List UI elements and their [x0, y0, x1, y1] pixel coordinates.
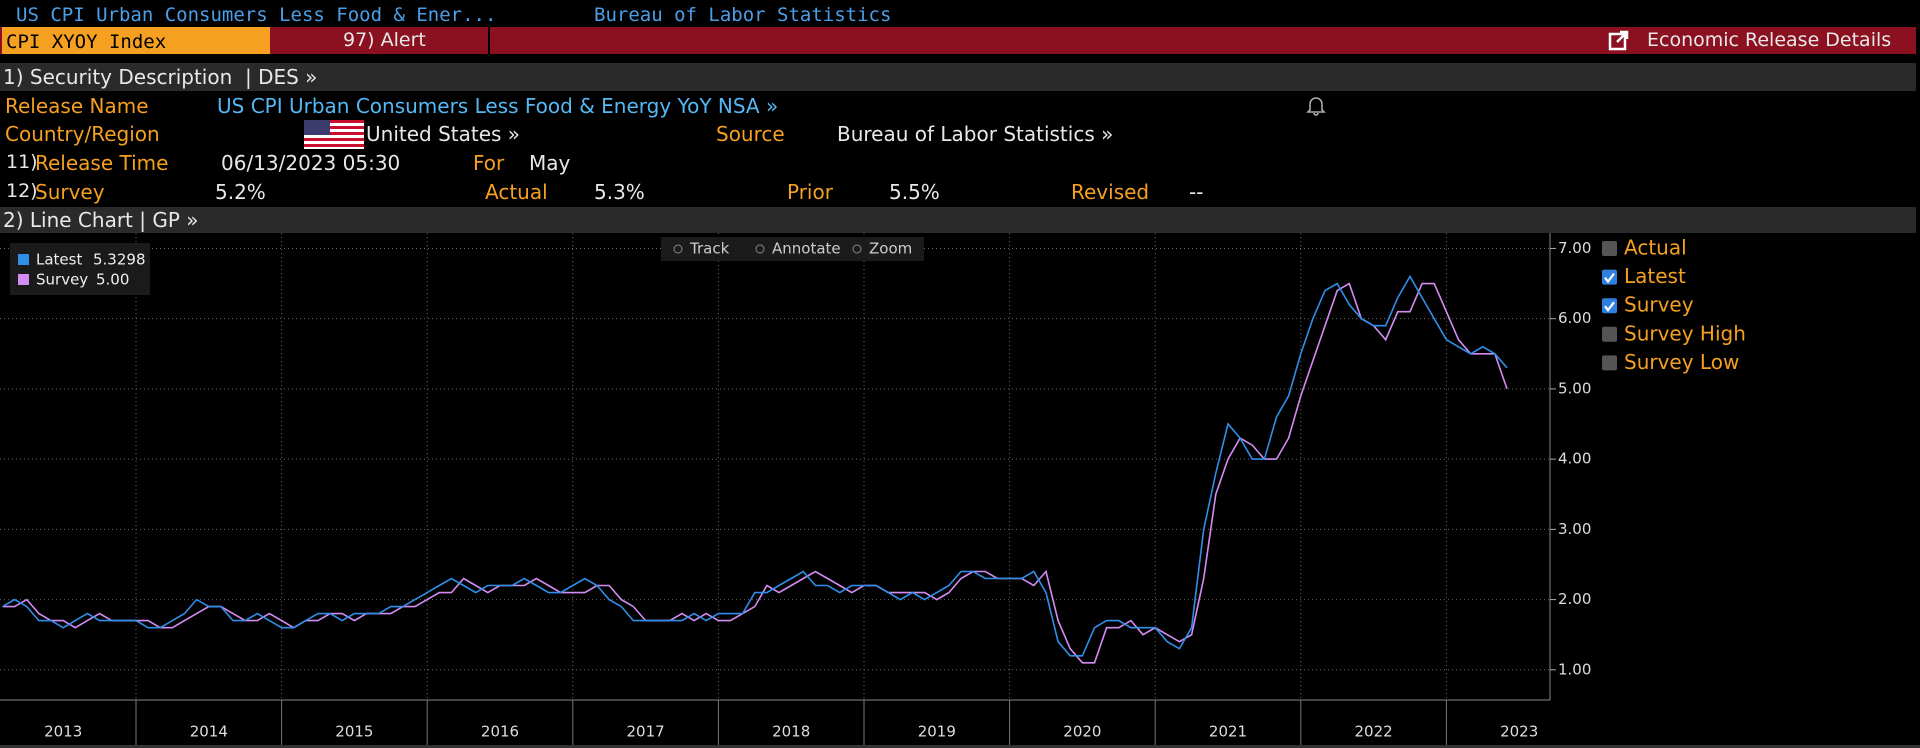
legend-item[interactable]: Survey High — [1624, 321, 1746, 345]
security-input[interactable]: CPI XYOY Index — [2, 27, 270, 54]
legend-item[interactable]: Survey — [1624, 293, 1694, 317]
series-line — [2, 274, 1508, 657]
field-label: Release Time — [35, 151, 169, 175]
us-flag — [304, 120, 364, 149]
release-time: 06/13/2023 05:30 — [221, 151, 401, 175]
alert-button[interactable]: 97) Alert — [343, 29, 426, 51]
field-number: 12) — [6, 180, 38, 202]
bell-icon[interactable] — [1305, 94, 1327, 116]
legend-swatch — [18, 254, 29, 265]
legend-name: Survey — [36, 271, 88, 289]
tool-icon — [755, 244, 765, 254]
field-label: Actual — [485, 180, 548, 204]
release-name[interactable]: US CPI Urban Consumers Less Food & Energ… — [217, 94, 779, 118]
x-tick-label: 2016 — [481, 723, 519, 741]
tool-icon — [673, 244, 683, 254]
section-title[interactable]: 2) Line Chart | GP » — [3, 208, 199, 232]
legend-item[interactable]: Survey Low — [1624, 350, 1739, 374]
tool-bar — [661, 237, 924, 261]
toolbar — [0, 27, 1916, 54]
prior-value: 5.5% — [889, 180, 940, 204]
tool-button[interactable]: Track — [689, 240, 730, 258]
x-tick-label: 2017 — [627, 723, 665, 741]
period-value: May — [529, 151, 571, 175]
survey-value: 5.2% — [215, 180, 266, 204]
y-tick-label: 1.00 — [1558, 660, 1591, 678]
series-line — [2, 282, 1508, 664]
x-tick-label: 2019 — [918, 723, 956, 741]
legend-swatch — [18, 274, 29, 285]
y-tick-label: 7.00 — [1558, 239, 1591, 257]
window-source: Bureau of Labor Statistics — [594, 4, 892, 26]
field-label: Revised — [1071, 180, 1150, 204]
y-tick-label: 2.00 — [1558, 590, 1591, 608]
external-icon — [1608, 30, 1629, 51]
x-tick-label: 2020 — [1063, 723, 1101, 741]
checkmark — [1604, 272, 1615, 284]
legend-value: 5.00 — [96, 271, 129, 289]
details-button[interactable]: Economic Release Details — [1647, 29, 1892, 51]
revised-value: -- — [1189, 180, 1204, 204]
x-tick-label: 2013 — [44, 723, 82, 741]
section-bar — [0, 207, 1916, 233]
legend-checkbox[interactable] — [1602, 269, 1617, 285]
country-value[interactable]: United States » — [366, 122, 521, 146]
legend-name: Latest — [36, 251, 82, 269]
y-tick-label: 6.00 — [1558, 309, 1591, 327]
tool-icon — [852, 244, 862, 254]
x-tick-label: 2015 — [335, 723, 373, 741]
x-tick-label: 2018 — [772, 723, 810, 741]
legend-item[interactable]: Actual — [1624, 236, 1687, 260]
source-value[interactable]: Bureau of Labor Statistics » — [837, 122, 1114, 146]
field-label: Survey — [35, 180, 105, 204]
field-label: Country/Region — [5, 122, 160, 146]
y-tick-label: 5.00 — [1558, 379, 1591, 397]
legend-box — [10, 243, 150, 295]
legend-value: 5.3298 — [93, 251, 146, 269]
legend-item[interactable]: Latest — [1624, 264, 1686, 288]
checkmark — [1604, 301, 1615, 313]
field-label: Prior — [787, 180, 833, 204]
field-label: Release Name — [5, 94, 149, 118]
x-tick-label: 2014 — [190, 723, 228, 741]
legend-checkbox[interactable] — [1602, 241, 1617, 256]
section-title[interactable]: 1) Security Description | DES » — [3, 65, 318, 89]
x-tick-label: 2022 — [1355, 723, 1393, 741]
y-tick-label: 4.00 — [1558, 450, 1591, 468]
section-bar — [0, 63, 1916, 91]
field-label: Source — [716, 122, 785, 146]
legend-checkbox[interactable] — [1602, 298, 1617, 314]
field-label: For — [473, 151, 505, 175]
x-tick-label: 2023 — [1500, 723, 1538, 741]
tool-button[interactable]: Zoom — [869, 240, 912, 258]
y-tick-label: 3.00 — [1558, 520, 1591, 538]
tool-button[interactable]: Annotate — [772, 240, 841, 258]
window-title: US CPI Urban Consumers Less Food & Ener.… — [16, 4, 497, 26]
x-tick-label: 2021 — [1209, 723, 1247, 741]
actual-value: 5.3% — [594, 180, 645, 204]
legend-checkbox[interactable] — [1602, 326, 1617, 342]
line-chart: 2013 2014 2015 2016 2017 2018 2019 2020 2021 2022… — [0, 233, 1920, 748]
field-number: 11) — [6, 151, 38, 173]
legend-checkbox[interactable] — [1602, 355, 1617, 371]
